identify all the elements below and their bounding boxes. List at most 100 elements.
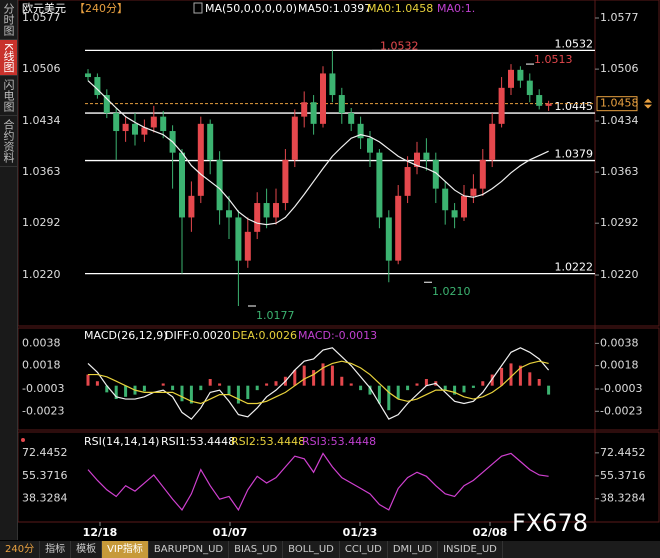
candle-body (254, 203, 261, 232)
date-label: 02/08 (473, 526, 508, 539)
panel-frame (17, 431, 660, 523)
candle-body (545, 103, 552, 106)
macd-header: DEA:0.0026 (232, 329, 297, 342)
sidebar-tab[interactable]: 合约资料 (0, 116, 17, 168)
rsi-header: RSI(14,14,14) (84, 435, 159, 448)
candle-body (132, 123, 138, 135)
candle-body (244, 231, 251, 261)
date-label: 12/18 (83, 526, 118, 539)
y-tick-label: -0.0003 (600, 382, 642, 395)
candle-body (451, 210, 458, 218)
ma50-line (87, 80, 549, 226)
current-price-label: 1.0458 (600, 97, 639, 110)
watermark: FX678 (512, 509, 588, 537)
rsi-header: RSI3:53.4448 (302, 435, 376, 448)
candle-body (263, 203, 270, 218)
y-tick-label: 1.0363 (600, 165, 639, 178)
candle-body (470, 188, 477, 196)
y-tick-label-left: 1.0292 (22, 216, 61, 229)
macd-header: MACD(26,12,9) (84, 329, 168, 342)
y-tick-label: 1.0506 (600, 62, 639, 75)
rsi-header: RSI1:53.4448 (161, 435, 235, 448)
candle-body (338, 95, 345, 114)
candle-body (301, 102, 308, 117)
candle-body (94, 77, 101, 96)
y-tick-label-left: -0.0003 (22, 382, 64, 395)
candle-body (536, 95, 543, 106)
y-tick-label: -0.0023 (600, 404, 642, 417)
toolbar-tab[interactable]: DMI_UD (388, 541, 439, 558)
y-tick-label: 38.3284 (600, 492, 646, 505)
toolbar-tab[interactable]: VIP指标 (102, 541, 149, 558)
candle-body (103, 95, 110, 114)
y-tick-label: 0.0038 (600, 336, 639, 349)
header-text: MA0:1.0458 (367, 2, 433, 15)
candle-body (141, 127, 148, 135)
candle-body (113, 113, 120, 132)
candle-body (432, 159, 439, 189)
candle-body (517, 69, 524, 81)
candle-body (442, 188, 449, 211)
candle-body (526, 80, 533, 96)
level-label: 1.0222 (555, 261, 594, 274)
candle-body (376, 152, 383, 218)
header-text: MA0:1. (437, 2, 475, 15)
toolbar-tab[interactable]: BOLL_UD (283, 541, 340, 558)
toolbar-tab[interactable]: 模板 (71, 541, 103, 558)
y-tick-label: 72.4452 (600, 446, 646, 459)
sidebar-tab[interactable]: 分时图 (0, 0, 17, 40)
diff-line (87, 347, 550, 420)
annotation-label: 1.0513 (534, 53, 573, 66)
y-tick-label-left: 1.0434 (22, 114, 61, 127)
toolbar-tab[interactable]: 指标 (40, 541, 72, 558)
annotation-label: 1.0210 (432, 285, 471, 298)
header-text: 【240分】 (74, 2, 128, 15)
candle-body (85, 73, 91, 78)
y-tick-label-left: 1.0220 (22, 268, 61, 281)
candle-body (197, 123, 204, 196)
toolbar-tab[interactable]: BARUPDN_UD (149, 541, 230, 558)
candle-body (282, 159, 289, 204)
candle-body (498, 87, 505, 124)
candle-body (122, 123, 129, 132)
y-tick-label: 1.0434 (600, 114, 639, 127)
candle-body (423, 152, 430, 160)
y-tick-label-left: 1.0363 (22, 165, 61, 178)
y-tick-label-left: 0.0038 (22, 336, 61, 349)
y-tick-label-left: 1.0506 (22, 62, 61, 75)
candle-body (508, 69, 514, 88)
toolbar-tab[interactable]: INSIDE_UD (438, 541, 503, 558)
candle-body (310, 102, 317, 124)
candle-body (207, 123, 214, 160)
ma-toggle[interactable] (193, 2, 203, 14)
toolbar-tab[interactable]: CCI_UD (340, 541, 388, 558)
candle-body (385, 217, 392, 261)
sidebar-tab[interactable]: K线图 (0, 40, 17, 77)
header-text: 欧元美元 (22, 2, 66, 15)
y-tick-label: 1.0220 (600, 268, 639, 281)
period-label[interactable]: 240分 (0, 541, 41, 558)
candle-body (404, 167, 411, 196)
candle-body (226, 210, 232, 218)
current-price-marker (644, 98, 652, 109)
rsi-header: RSI2:53.4448 (231, 435, 305, 448)
panel-frame (17, 0, 660, 327)
candle-body (489, 123, 496, 160)
annotation-label: 1.0532 (380, 39, 419, 52)
annotation-label: 1.0177 (256, 309, 295, 322)
candle-body (357, 123, 364, 139)
y-tick-label: 1.0577 (600, 11, 639, 24)
candle-body (216, 159, 223, 211)
candle-body (414, 152, 420, 168)
sidebar-tab[interactable]: 闪电图 (0, 76, 17, 117)
candle-body (348, 113, 355, 124)
candle-body (160, 116, 167, 132)
level-label: 1.0379 (555, 148, 594, 161)
toolbar-tab[interactable]: BIAS_UD (229, 541, 284, 558)
candle-body (479, 159, 486, 189)
candle-body (461, 195, 467, 218)
toolbar: 240分 指标 模板 VIP指标 BARUPDN_UD BIAS_UD BOLL_UD CCI… (0, 541, 660, 558)
rsi-line (87, 452, 549, 512)
y-tick-label: 55.3716 (600, 469, 646, 482)
candle-body (273, 203, 279, 218)
